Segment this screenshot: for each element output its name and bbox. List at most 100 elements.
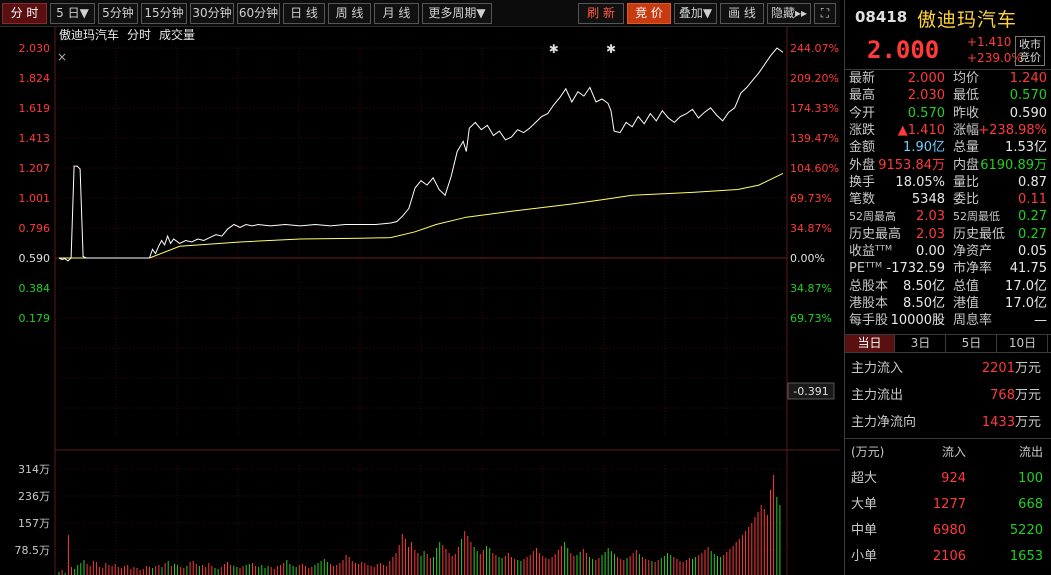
quote-label: 港股本 [849,295,889,311]
quote-label: 最低 [953,88,980,104]
flow-row-out: 1653 [1009,549,1043,564]
quote-label: 今开 [849,105,876,121]
event-star-icon: ✱ [549,42,559,56]
flow-row-out: 5220 [1009,523,1043,538]
pct-axis-label: 104.60% [790,162,839,175]
quote-label: 最高 [849,88,876,104]
period-button-1[interactable]: 5 日▼ [50,3,95,24]
flow-period-tabs: 当日 3日 5日 10日 [845,334,1051,353]
pct-axis-label: 69.73% [790,192,832,205]
quote-value: 0.11 [1018,192,1047,208]
average-price-line [59,172,784,259]
quote-value: 1.90亿 [903,140,945,156]
main-flow-unit: 万元 [1014,415,1041,430]
quote-value: 8.50亿 [903,295,945,311]
quote-label: 总股本 [849,278,889,294]
period-button-7[interactable]: 周 线 [328,3,371,24]
period-button-2[interactable]: 5分钟 [98,3,138,24]
period-button-3[interactable]: 15分钟 [141,3,187,24]
tool-button-5[interactable]: ⛶ [814,3,836,24]
period-button-0[interactable]: 分 时 [2,3,47,24]
quote-value: 0.27 [1018,226,1047,242]
price-axis-label: 2.030 [19,42,51,55]
quote-value: 0.27 [1018,209,1047,225]
quote-value: 1.53亿 [1005,140,1047,156]
flow-row-in: 1277 [932,497,966,512]
quote-value: 0.570 [907,105,945,121]
flow-tab-0[interactable]: 当日 [845,335,895,352]
quote-label: 净资产 [953,244,993,259]
pct-axis-label: 244.07% [790,42,839,55]
quote-value: 0.05 [1018,244,1047,259]
quote-value: 0.590 [1009,105,1047,121]
stock-code: 08418 [855,8,908,26]
quote-label: 52周最高 [849,210,896,224]
price-axis-label: 1.207 [19,162,51,175]
quote-value: 6190.89万 [980,157,1047,173]
quote-value: 2.03 [916,209,945,225]
quote-value: 10000股 [890,313,945,329]
quote-value: 9153.84万 [878,157,945,173]
intraday-chart[interactable]: 2.030 1.824 1.619 1.413 1.207 1.001 0.796 0.590… [0,27,840,575]
period-button-9[interactable]: 更多周期▼ [422,3,492,24]
flow-tab-1[interactable]: 3日 [896,335,946,352]
period-button-6[interactable]: 日 线 [283,3,325,24]
price-axis-label: 1.619 [19,102,51,115]
volume-axis-label: 314万 [18,463,50,476]
closing-auction-button[interactable]: 收市竞价 [1015,36,1045,66]
quote-value: — [1034,313,1047,329]
quote-value: 1.240 [1009,71,1047,86]
tool-button-2[interactable]: 叠加▼ [674,3,717,24]
chart-stock-name: 傲迪玛汽车 [59,27,119,42]
flow-tab-3[interactable]: 10日 [998,335,1048,352]
price-axis-label: 0.590 [19,252,51,265]
quote-label: 换手 [849,174,876,190]
last-price: 2.000 [867,36,940,64]
quote-label: 笔数 [849,192,876,208]
flow-row-name: 中单 [851,523,878,538]
main-flow-label: 主力流出 [851,388,904,403]
pct-axis-label: 34.87% [790,282,832,295]
main-flow-label: 主力流入 [851,361,904,376]
quote-label: 港值 [953,295,980,311]
flow-row-name: 超大 [851,471,878,486]
period-button-8[interactable]: 月 线 [374,3,419,24]
divider [845,438,1051,439]
quote-value: +238.98% [978,122,1047,138]
pct-axis-label: 34.87% [790,222,832,235]
chart-volume-label: 成交量 [159,27,195,42]
flow-row-name: 大单 [851,497,878,512]
quote-value: 2.03 [916,226,945,242]
quote-value: 41.75 [1009,261,1047,277]
main-flow-unit: 万元 [1014,361,1041,376]
closing-auction-label: 收市竞价 [1019,38,1041,64]
price-axis-label: 1.413 [19,132,51,145]
cursor-value-box [787,382,835,400]
tool-button-4[interactable]: 隐藏▸▸ [767,3,811,24]
main-flow-number: 1433 [981,415,1015,430]
flow-row-name: 小单 [851,549,878,564]
flow-row-out: 668 [1018,497,1043,512]
main-flow-number: 2201 [981,361,1015,376]
quote-value: ▲1.410 [897,122,945,138]
quote-label: 收益ᵀᵀᴹ [849,244,893,259]
quote-label: 总值 [953,278,980,294]
quote-label: 最新 [849,71,876,86]
stock-name: 傲迪玛汽车 [917,9,1018,31]
tool-button-0[interactable]: 刷 新 [578,3,624,24]
quote-label: 委比 [953,192,980,208]
price-change-pct: +239.0% [967,51,1023,65]
flow-table-header: 流出 [1018,445,1043,459]
tool-button-1[interactable]: 竞 价 [627,3,671,24]
quote-value: -1732.59 [886,261,945,277]
period-button-5[interactable]: 60分钟 [237,3,280,24]
flow-tab-2[interactable]: 5日 [947,335,997,352]
flow-row-out: 100 [1018,471,1043,486]
flow-row-in: 6980 [932,523,966,538]
quote-value: 18.05% [895,174,945,190]
period-button-4[interactable]: 30分钟 [190,3,234,24]
tool-button-3[interactable]: 画 线 [720,3,764,24]
quote-value: 5348 [911,192,945,208]
quote-label: 市净率 [953,261,993,277]
